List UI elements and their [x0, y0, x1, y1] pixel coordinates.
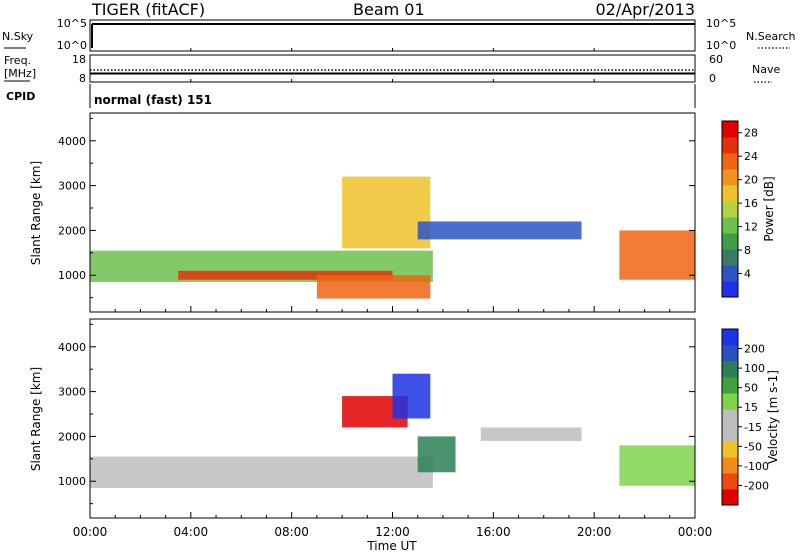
- freq-left-tick-bottom: 8: [79, 72, 86, 85]
- velocity-colorbar: 200 100 50 15 -15 -50 -100 -200 Velocity [m s-1…: [721, 328, 780, 506]
- power-region-4: [417, 221, 582, 240]
- power-colorbar-step-1: [722, 265, 738, 282]
- power-ytick-label-1: 2000: [58, 224, 86, 237]
- nsky-left-tick-bottom: 10^0: [57, 39, 87, 52]
- cpid-panel: CPID normal (fast) 151: [6, 84, 696, 108]
- velocity-colorbar-step-3: [722, 441, 738, 458]
- power-region-1: [178, 270, 393, 280]
- cpid-value: normal (fast) 151: [94, 93, 212, 107]
- radar-title: TIGER (fitACF): [91, 0, 205, 19]
- power-colorbar-label-4: 20: [744, 174, 758, 187]
- nsky-left-tick-top: 10^5: [57, 17, 87, 30]
- date-label: 02/Apr/2013: [595, 0, 695, 19]
- power-region-5: [619, 230, 695, 280]
- power-colorbar-label-6: 28: [744, 127, 758, 140]
- velocity-colorbar-step-8: [722, 361, 738, 378]
- power-colorbar-step-7: [722, 169, 738, 186]
- power-colorbar-label-1: 8: [744, 244, 751, 257]
- velocity-colorbar-label-4: -15: [744, 421, 762, 434]
- power-colorbar-step-4: [722, 217, 738, 234]
- power-ylabel: Slant Range [km]: [29, 161, 43, 265]
- freq-unit: [MHz]: [4, 67, 36, 80]
- power-colorbar-step-8: [722, 153, 738, 170]
- velocity-colorbar-step-7: [722, 377, 738, 394]
- power-ytick-label-2: 3000: [58, 180, 86, 193]
- power-heatmap: [90, 176, 695, 299]
- nsearch-label: N.Search: [746, 30, 796, 43]
- velocity-ylabel: Slant Range [km]: [29, 367, 43, 471]
- velocity-colorbar-step-9: [722, 345, 738, 362]
- velocity-region-4: [480, 427, 582, 441]
- velocity-colorbar-label: Velocity [m s-1]: [766, 370, 780, 464]
- velocity-colorbar-label-5: -50: [744, 440, 762, 453]
- nsky-panel: N.Sky 10^5 10^0 10^5 10^0 N.Search: [2, 17, 796, 52]
- power-colorbar-label-2: 12: [744, 221, 758, 234]
- x-tick-label-3: 12:00: [375, 525, 410, 539]
- velocity-colorbar-label-7: -200: [744, 479, 769, 492]
- velocity-region-0: [90, 456, 433, 488]
- power-ytick-label-3: 4000: [58, 135, 86, 148]
- velocity-region-2: [392, 373, 431, 419]
- velocity-colorbar-step-1: [722, 473, 738, 490]
- power-ytick-label-0: 1000: [58, 269, 86, 282]
- velocity-colorbar-step-6: [722, 393, 738, 410]
- power-colorbar-step-0: [722, 281, 738, 298]
- velocity-colorbar-step-4: [722, 425, 738, 442]
- nsky-label: N.Sky: [2, 30, 34, 43]
- power-region-2: [316, 275, 431, 299]
- velocity-colorbar-label-6: -100: [744, 460, 769, 473]
- power-colorbar-step-3: [722, 233, 738, 250]
- x-tick-label-6: 00:00: [678, 525, 713, 539]
- velocity-y-axis: 1000 2000 3000 4000: [58, 323, 695, 505]
- velocity-ytick-label-0: 1000: [58, 475, 86, 488]
- nave-right-tick-bottom: 0: [709, 72, 716, 85]
- power-colorbar-step-2: [722, 249, 738, 266]
- power-region-3: [342, 176, 431, 249]
- x-axis-label: Time UT: [366, 539, 417, 553]
- nave-right-tick-top: 60: [709, 53, 723, 66]
- velocity-colorbar-label-1: 100: [744, 362, 765, 375]
- velocity-panel: 1000 2000 3000 4000 Slant Range [km]: [29, 318, 696, 519]
- power-colorbar-step-9: [722, 137, 738, 154]
- nsky-right-tick-top: 10^5: [706, 17, 736, 30]
- power-colorbar-label-3: 16: [744, 197, 758, 210]
- x-tick-label-0: 00:00: [73, 525, 108, 539]
- power-colorbar-label-5: 24: [744, 150, 758, 163]
- beam-label: Beam 01: [353, 0, 425, 19]
- velocity-ytick-label-1: 2000: [58, 430, 86, 443]
- velocity-colorbar-label-0: 200: [744, 343, 765, 356]
- power-colorbar-label-0: 4: [744, 268, 751, 281]
- power-panel: 1000 2000 3000 4000 Slant Range [km]: [29, 112, 696, 313]
- power-colorbar-step-5: [722, 201, 738, 218]
- velocity-colorbar-step-2: [722, 457, 738, 474]
- velocity-ytick-label-2: 3000: [58, 386, 86, 399]
- x-tick-label-1: 04:00: [174, 525, 209, 539]
- x-tick-label-2: 08:00: [274, 525, 309, 539]
- velocity-colorbar-step-0: [722, 489, 738, 506]
- power-colorbar-step-6: [722, 185, 738, 202]
- velocity-colorbar-label-2: 50: [744, 382, 758, 395]
- velocity-colorbar-step-5: [722, 409, 738, 426]
- velocity-heatmap: [90, 373, 695, 488]
- freq-left-tick-top: 18: [72, 53, 86, 66]
- velocity-region-3: [417, 436, 456, 473]
- nave-label: Nave: [752, 63, 780, 76]
- cpid-label: CPID: [6, 90, 35, 103]
- x-tick-label-5: 20:00: [577, 525, 612, 539]
- nsky-right-tick-bottom: 10^0: [706, 39, 736, 52]
- freq-label: Freq.: [4, 54, 31, 67]
- velocity-ytick-label-3: 4000: [58, 341, 86, 354]
- velocity-region-5: [619, 445, 695, 486]
- power-y-axis: 1000 2000 3000 4000: [58, 117, 695, 299]
- velocity-colorbar-label-3: 15: [744, 401, 758, 414]
- velocity-colorbar-step-10: [722, 329, 738, 346]
- power-colorbar-step-10: [722, 121, 738, 138]
- x-tick-label-4: 16:00: [476, 525, 511, 539]
- power-colorbar-label: Power [dB]: [762, 176, 776, 241]
- time-axis: 00:00 04:00 08:00 12:00 16:00 20:00 00:00: [73, 48, 713, 539]
- power-colorbar: 4 8 12 16 20 24 28 Power [dB]: [721, 120, 776, 298]
